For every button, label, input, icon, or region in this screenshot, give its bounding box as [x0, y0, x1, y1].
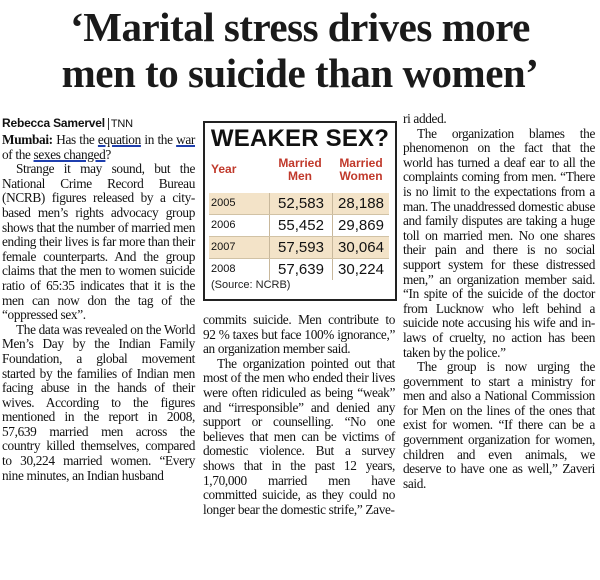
- table-title: WEAKER SEX?: [210, 125, 390, 152]
- header-married-men: Married Men: [278, 156, 322, 183]
- cell-year: 2007: [211, 241, 236, 253]
- byline: Rebecca Samervel TNN: [2, 116, 133, 130]
- headline-line-2: men to suicide than women’: [61, 50, 539, 96]
- paragraph: The group is now urging the government t…: [403, 359, 595, 491]
- table-row: 2007 57,593 30,064: [209, 237, 389, 258]
- row-divider: [209, 214, 389, 215]
- stats-table-box: WEAKER SEX? Year Married Men Married Wom…: [203, 121, 397, 301]
- paragraph: The organization blames the phenomenon o…: [403, 125, 595, 360]
- table-source: (Source: NCRB): [211, 279, 291, 291]
- byline-author: Rebecca Samervel: [2, 116, 105, 130]
- headline-line-1: ‘Marital stress drives more: [70, 4, 530, 50]
- paragraph: The organization pointed out that most o…: [203, 355, 395, 517]
- cell-year: 2005: [211, 197, 236, 209]
- table-row: 2006 55,452 29,869: [209, 215, 389, 236]
- table-row: 2005 52,583 28,188: [209, 193, 389, 214]
- byline-agency: TNN: [107, 118, 133, 130]
- table-header: Year Married Men Married Women: [209, 157, 389, 191]
- paragraph: The data was revealed on the World Men’s…: [2, 321, 195, 483]
- lead-paragraph: Mumbai: Has the equation in the war of t…: [2, 132, 195, 162]
- article-column-1: Mumbai: Has the equation in the war of t…: [2, 132, 195, 483]
- header-married-women: Married Women: [339, 156, 383, 183]
- table-row: 2008 57,639 30,224: [209, 259, 389, 280]
- headline: ‘Marital stress drives more men to suici…: [0, 0, 600, 96]
- paragraph: Strange it may sound, but the National C…: [2, 161, 195, 323]
- cell-year: 2006: [211, 219, 236, 231]
- cell-women: 30,064: [338, 239, 384, 256]
- row-divider: [209, 236, 389, 237]
- cell-year: 2008: [211, 263, 236, 275]
- cell-men: 52,583: [269, 193, 333, 214]
- dateline: Mumbai:: [2, 132, 53, 147]
- paragraph: commits suicide. Men contribute to 92 % …: [203, 312, 395, 357]
- row-divider: [209, 258, 389, 259]
- cell-men: 57,593: [269, 237, 333, 258]
- article-column-2: commits suicide. Men contribute to 92 % …: [203, 312, 395, 517]
- highlight-equation: equation: [97, 132, 141, 147]
- cell-men: 55,452: [269, 215, 333, 236]
- header-year: Year: [211, 162, 237, 176]
- highlight-sexes-changed: sexes changed: [33, 146, 106, 162]
- cell-women: 30,224: [338, 261, 384, 278]
- cell-women: 29,869: [338, 217, 384, 234]
- article-column-3: ri added. The organization blames the ph…: [403, 111, 595, 491]
- paragraph: ri added.: [403, 111, 447, 126]
- cell-men: 57,639: [269, 259, 333, 280]
- cell-women: 28,188: [338, 195, 384, 212]
- highlight-war: war: [176, 132, 195, 147]
